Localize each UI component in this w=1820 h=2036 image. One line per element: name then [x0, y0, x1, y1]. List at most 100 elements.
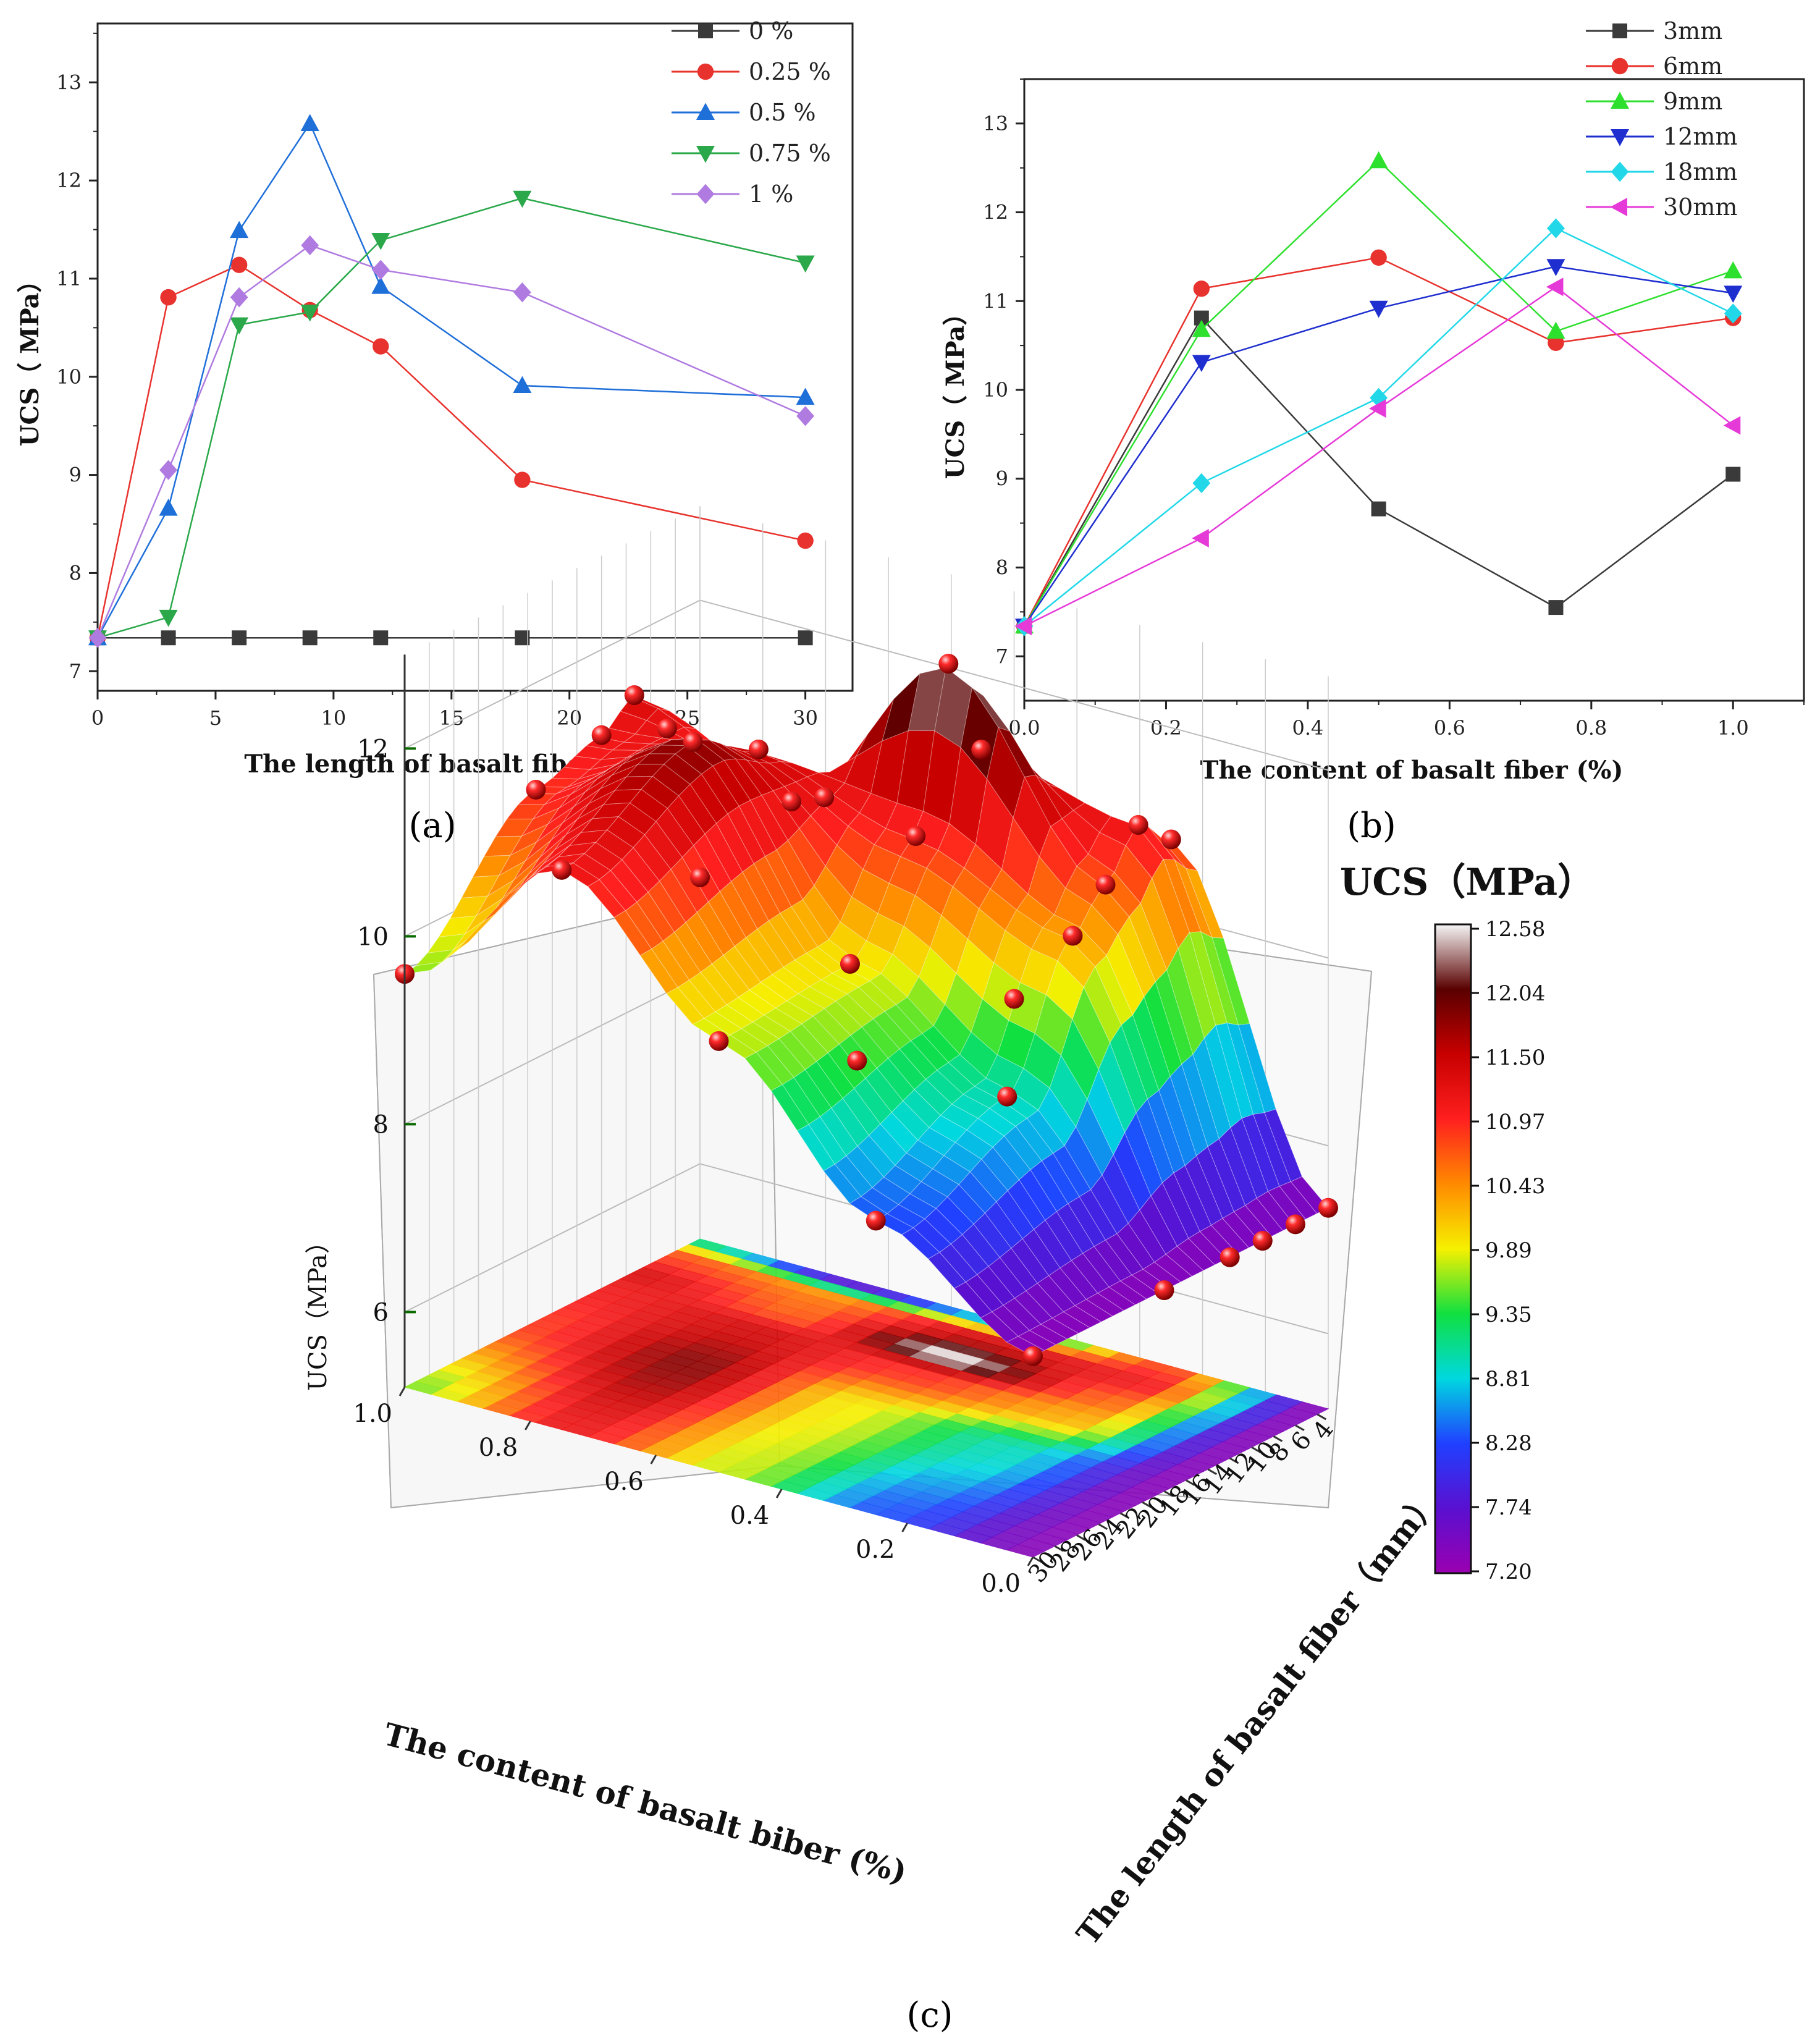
chart-c-z-label: UCS（MPa） — [304, 1229, 332, 1391]
series-30mm — [1014, 277, 1741, 636]
legend-marker — [697, 63, 714, 80]
series-12mm — [1015, 259, 1743, 636]
data-point — [1724, 303, 1742, 324]
chart-b-x-label: The content of basalt fiber (%) — [1200, 756, 1624, 785]
data-point — [371, 277, 390, 294]
data-point — [371, 260, 390, 280]
data-point-sphere — [624, 685, 644, 706]
data-point — [300, 114, 319, 131]
y-tick-label: 11 — [56, 267, 82, 290]
x-tick-label: 0.6 — [1434, 716, 1465, 740]
data-point — [302, 630, 318, 646]
data-point-sphere — [709, 1031, 729, 1051]
chart-c-floor-contour — [403, 1238, 1329, 1558]
z-tick-label: 10 — [357, 923, 389, 951]
data-point — [161, 630, 176, 646]
x-tick-label: 0 — [91, 706, 104, 730]
chart-c-length-label: The length of basalt fiber（mm） — [1069, 1483, 1447, 1952]
chart-a-legend: 0 % 0.25 % 0.5 % 0.75 % 1 % — [672, 17, 831, 208]
series-line — [96, 122, 806, 638]
data-point — [160, 289, 177, 306]
data-point — [1369, 300, 1388, 318]
chart-c-surface — [404, 667, 1329, 1357]
data-point-sphere — [1252, 1231, 1273, 1251]
chart-c-z-axis: 6 8 10 12 — [357, 654, 416, 1387]
y-tick-label: 12 — [983, 201, 1008, 224]
data-point — [797, 532, 814, 549]
series-075 — [88, 190, 815, 648]
length-tick-mark — [1295, 1424, 1305, 1431]
data-point-sphere — [1318, 1198, 1338, 1218]
surface-cell — [639, 948, 678, 994]
content-tick-label: 0.8 — [479, 1434, 518, 1462]
legend-marker — [1611, 57, 1628, 75]
series-18mm — [1015, 218, 1742, 636]
y-tick-label: 12 — [56, 169, 82, 192]
content-tick-label: 0.6 — [604, 1468, 644, 1496]
legend-entry: 0.5 % — [749, 99, 816, 126]
series-line — [1023, 265, 1734, 627]
x-tick-label: 0.4 — [1292, 716, 1323, 740]
legend-entry: 3mm — [1663, 17, 1722, 44]
surface-cell — [587, 879, 626, 918]
data-point — [1725, 467, 1741, 482]
series-05 — [88, 114, 815, 646]
data-point-sphere — [814, 787, 835, 808]
legend-marker — [696, 146, 715, 163]
legend-entry: 6mm — [1663, 53, 1722, 80]
length-tick-mark — [1119, 1512, 1130, 1519]
data-point-sphere — [782, 792, 802, 812]
length-tick-mark — [1273, 1435, 1283, 1442]
colorbar-tick-label: 9.89 — [1485, 1238, 1532, 1263]
y-tick-label: 8 — [69, 561, 82, 585]
data-point — [1723, 416, 1741, 435]
chart-b-y-axis: 7 8 9 10 11 12 13 — [983, 78, 1024, 668]
length-tick-mark — [1098, 1523, 1108, 1530]
chart-b: 7 8 9 10 11 12 13 0.0 0.2 0.4 0.6 0.8 1.0 3mm 6mm 9mm… — [941, 17, 1805, 846]
colorbar-tick-label: 11.50 — [1485, 1045, 1545, 1070]
legend-entry: 1 % — [749, 180, 793, 208]
colorbar-title: UCS（MPa） — [1340, 861, 1595, 904]
series-3mm — [1017, 310, 1741, 634]
y-tick-label: 7 — [996, 644, 1008, 668]
y-tick-label: 13 — [56, 70, 82, 94]
chart-c-colorbar: UCS（MPa） 12.58 12.04 11.50 10.97 10.43 9.89 9.… — [1340, 861, 1595, 1584]
data-point — [1192, 473, 1211, 494]
series-line — [1023, 316, 1734, 627]
data-point — [371, 233, 390, 250]
data-point-sphere — [997, 1086, 1017, 1107]
data-point — [1724, 285, 1743, 303]
chart-b-legend: 3mm 6mm 9mm 12mm 18mm 30mm — [1586, 17, 1737, 221]
data-point-sphere — [526, 780, 546, 800]
data-point-sphere — [866, 1210, 886, 1231]
data-point-sphere — [552, 860, 572, 880]
data-point-sphere — [1095, 874, 1116, 895]
data-point — [1192, 319, 1211, 337]
data-point — [373, 338, 389, 355]
x-tick-label: 0.0 — [1009, 716, 1040, 740]
length-tick-mark — [1142, 1501, 1152, 1508]
series-line — [96, 264, 806, 638]
data-point — [1192, 355, 1211, 373]
data-point — [1370, 387, 1388, 408]
data-point — [230, 221, 249, 239]
data-point-sphere — [1154, 1280, 1174, 1301]
data-point — [1369, 151, 1388, 169]
length-tick-mark — [1163, 1490, 1174, 1497]
surface-cell — [927, 1252, 967, 1289]
data-point-sphere — [971, 740, 992, 760]
data-point — [159, 609, 178, 627]
length-tick-mark — [1317, 1413, 1327, 1421]
chart-c-data-points — [395, 654, 1338, 1366]
data-point — [1548, 334, 1564, 352]
legend-entry: 0.75 % — [749, 140, 831, 167]
data-point — [159, 498, 178, 516]
colorbar-tick-label: 12.04 — [1485, 981, 1545, 1006]
length-tick-mark — [1207, 1468, 1218, 1476]
y-tick-label: 9 — [69, 463, 82, 487]
data-point — [1546, 277, 1564, 297]
chart-b-y-label: UCS（ MPa） — [941, 301, 970, 479]
data-point — [373, 630, 389, 646]
z-tick-label: 6 — [373, 1298, 389, 1327]
series-line — [97, 197, 806, 639]
